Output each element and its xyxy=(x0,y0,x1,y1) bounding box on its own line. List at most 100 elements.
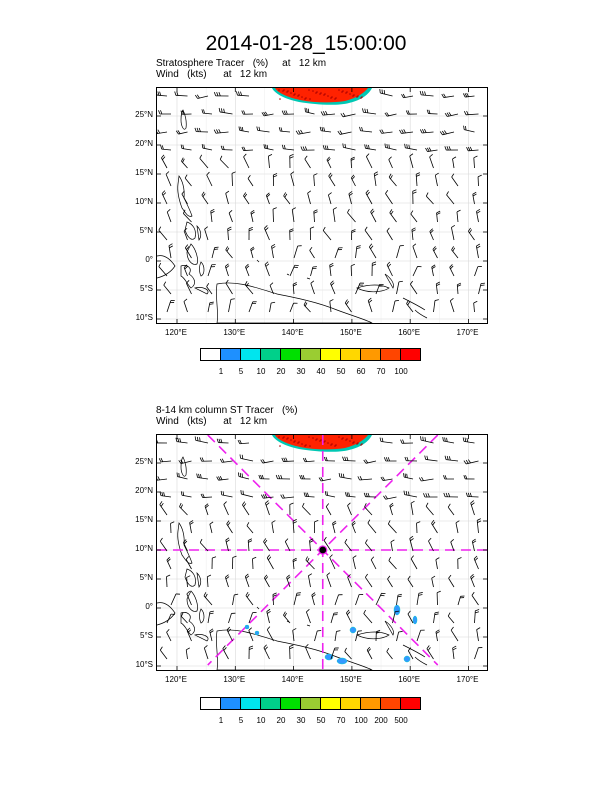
barb-feather xyxy=(452,156,457,160)
barb-feather xyxy=(311,592,316,596)
barb-feather xyxy=(419,129,423,134)
wind-barb xyxy=(431,575,436,588)
barb-feather xyxy=(469,146,473,151)
wind-barb xyxy=(365,539,373,552)
barb-feather xyxy=(248,538,252,541)
barb-feather xyxy=(425,192,429,197)
barb-feather xyxy=(203,592,207,596)
barb-feather xyxy=(444,455,447,460)
barb-feather xyxy=(241,454,244,459)
barb-feather xyxy=(247,175,251,179)
barb-feather xyxy=(186,627,191,631)
barb-feather xyxy=(204,226,208,230)
barb-shaft xyxy=(284,541,291,552)
colorbar-box xyxy=(200,697,221,710)
wind-barb xyxy=(283,192,291,205)
wind-barb xyxy=(160,145,172,151)
wind-barb xyxy=(261,494,274,499)
wind-barb xyxy=(399,129,414,134)
barb-feather xyxy=(160,110,163,115)
wind-barb xyxy=(441,93,455,98)
barb-feather xyxy=(196,127,199,132)
barb-feather xyxy=(199,437,201,442)
lat-label: 0° xyxy=(145,255,153,264)
wind-barb xyxy=(228,612,236,624)
barb-feather xyxy=(225,246,229,251)
tracer-speckle xyxy=(305,97,307,99)
barb-feather xyxy=(225,576,230,580)
barb-feather xyxy=(448,112,452,116)
barb-feather xyxy=(429,228,433,232)
tracer-speckle xyxy=(357,95,359,97)
barb-feather xyxy=(367,648,371,652)
wind-barb xyxy=(286,574,291,588)
wind-barb xyxy=(471,538,477,552)
wind-barb xyxy=(211,246,219,259)
barb-feather xyxy=(346,300,349,305)
wind-barb xyxy=(357,476,373,481)
barb-feather xyxy=(209,521,214,525)
barb-feather xyxy=(159,501,163,505)
barb-feather xyxy=(184,174,188,179)
barb-feather xyxy=(209,301,214,304)
tracer-speckle xyxy=(330,444,332,446)
wind-barb xyxy=(248,226,253,241)
wind-barb xyxy=(186,575,191,588)
wind-barb xyxy=(293,592,301,606)
barb-feather xyxy=(181,157,184,162)
barb-feather xyxy=(467,146,471,151)
wind-barb xyxy=(423,493,438,498)
wind-barb xyxy=(416,521,421,534)
tracer-speckle xyxy=(312,90,314,92)
barb-feather xyxy=(407,301,411,306)
wind-barb xyxy=(247,538,253,552)
wind-barb xyxy=(425,502,434,516)
barb-feather xyxy=(471,502,475,506)
barb-feather xyxy=(418,594,423,596)
barb-feather xyxy=(411,229,416,232)
wind-barb xyxy=(451,246,459,259)
wind-barb xyxy=(428,537,434,552)
barb-feather xyxy=(239,439,242,444)
coastline-segment xyxy=(402,644,426,658)
barb-feather xyxy=(470,575,475,580)
wind-barbs xyxy=(157,436,483,660)
barb-feather xyxy=(185,556,190,560)
barb-feather xyxy=(262,494,266,499)
barb-feather xyxy=(325,110,328,115)
wind-barb xyxy=(435,281,441,295)
wind-barb xyxy=(452,156,457,169)
barb-feather xyxy=(407,575,411,580)
tracer-speckle xyxy=(349,93,351,95)
barb-feather xyxy=(452,645,457,649)
barb-feather xyxy=(178,460,182,464)
tracer-speckle xyxy=(327,442,329,444)
barb-feather xyxy=(222,491,225,496)
colorbar-label: 1 xyxy=(218,367,224,376)
wind-barb xyxy=(225,246,233,259)
wind-barb xyxy=(405,110,418,115)
barb-feather xyxy=(436,590,441,594)
barb-feather xyxy=(367,492,370,497)
barb-feather xyxy=(273,175,278,178)
wind-barb xyxy=(403,490,418,498)
lat-label: 25°N xyxy=(135,110,153,119)
wind-barb xyxy=(326,156,332,169)
barb-shaft xyxy=(183,213,192,223)
barb-feather xyxy=(366,144,368,149)
wind-barb xyxy=(392,610,400,624)
barb-feather xyxy=(366,108,369,113)
tracer-speckle xyxy=(287,437,289,439)
wind-barb xyxy=(241,146,254,151)
barb-feather xyxy=(157,131,159,134)
barb-shaft xyxy=(388,560,397,570)
tracer-core xyxy=(275,88,368,103)
barb-feather xyxy=(186,280,190,284)
barb-feather xyxy=(271,246,276,249)
coastline-segment xyxy=(186,243,198,265)
wind-barb xyxy=(329,554,336,570)
wind-barb xyxy=(367,519,377,534)
barb-feather xyxy=(407,647,412,651)
barb-shaft xyxy=(447,615,455,624)
barb-feather xyxy=(278,127,281,132)
